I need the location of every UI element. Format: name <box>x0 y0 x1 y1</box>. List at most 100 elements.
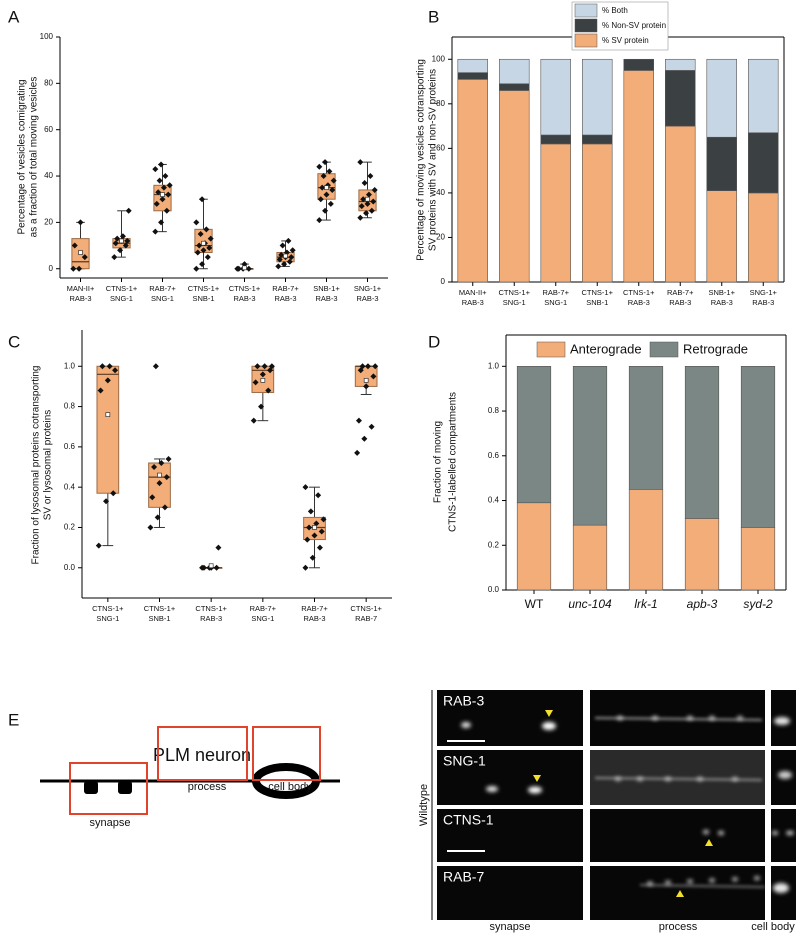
data-point <box>154 514 161 521</box>
micrograph <box>437 866 583 920</box>
fluorescent-spot <box>617 716 623 720</box>
micrograph <box>437 690 583 746</box>
data-point <box>304 536 311 543</box>
data-point <box>367 173 374 180</box>
legend-swatch <box>574 18 598 33</box>
data-point <box>261 363 268 370</box>
data-point <box>259 371 266 378</box>
x-tick-label: RAB-3 <box>274 294 296 303</box>
data-point <box>316 544 323 551</box>
bar-segment <box>740 527 776 591</box>
bar-segment <box>665 58 696 71</box>
bar-segment <box>623 70 654 283</box>
bar-segment <box>572 524 608 591</box>
data-point <box>322 159 329 166</box>
mean <box>78 250 83 255</box>
data-point <box>215 544 222 551</box>
data-point <box>166 182 173 189</box>
x-tick-label: SNB-1 <box>148 614 170 623</box>
data-point <box>153 200 160 207</box>
fluorescent-spot <box>687 879 693 884</box>
synapse-bouton <box>118 781 132 794</box>
data-point <box>76 265 83 272</box>
data-point <box>193 265 200 272</box>
data-point <box>278 251 285 258</box>
data-point <box>357 214 364 221</box>
data-point <box>155 189 162 196</box>
diagram-title: PLM neuron <box>153 745 251 765</box>
bar-segment <box>628 489 664 591</box>
data-point <box>371 186 378 193</box>
data-point <box>320 173 327 180</box>
bar-segment <box>706 190 737 283</box>
legend-label: % Both <box>602 6 628 15</box>
x-tick-label: MAN-II+ <box>459 288 487 297</box>
panel-label: D <box>428 332 440 351</box>
bar-segment <box>748 192 779 283</box>
mean <box>260 378 266 383</box>
mean <box>363 378 369 383</box>
x-tick-label: RAB-7+ <box>272 284 299 293</box>
data-point <box>329 186 336 193</box>
fluorescent-spot <box>687 716 693 720</box>
data-point <box>317 196 324 203</box>
bar-segment <box>684 366 720 519</box>
x-tick-label: CTNS-1+ <box>106 284 138 293</box>
bar-segment <box>628 366 664 490</box>
data-point <box>370 198 377 205</box>
x-tick-label: SNG-1+ <box>750 288 778 297</box>
data-point <box>326 168 333 175</box>
data-point <box>320 516 327 523</box>
fluorescent-spot <box>665 880 671 885</box>
bar-segment <box>740 366 776 528</box>
x-tick-label: RAB-7+ <box>149 284 176 293</box>
bar-segment <box>684 518 720 591</box>
x-tick-label: CTNS-1+ <box>499 288 531 297</box>
y-tick-label: 0.4 <box>64 482 76 491</box>
data-point <box>313 520 320 527</box>
micrograph <box>590 866 765 920</box>
fluorescent-spot <box>718 831 724 835</box>
fluorescent-spot <box>703 830 709 834</box>
fluorescent-spot <box>647 881 653 886</box>
data-point <box>158 459 165 466</box>
data-point <box>110 490 117 497</box>
row-label: SNG-1 <box>443 753 486 769</box>
bar-segment <box>582 134 613 145</box>
data-point <box>71 242 78 249</box>
y-axis-label: SV or lysosomal proteins <box>43 410 54 521</box>
data-point <box>286 258 293 265</box>
data-point <box>319 184 326 191</box>
fluorescent-spot <box>486 786 498 792</box>
y-tick-label: 0 <box>49 264 54 273</box>
x-tick-label: RAB-3 <box>628 298 650 307</box>
bar-segment <box>582 143 613 283</box>
y-tick-label: 80 <box>44 78 53 87</box>
x-tick-label: RAB-7+ <box>250 604 277 613</box>
column-label: synapse <box>490 921 531 933</box>
data-point <box>161 504 168 511</box>
data-point <box>200 247 207 254</box>
legend-label: % SV protein <box>602 36 649 45</box>
mean <box>365 196 370 202</box>
data-point <box>70 265 77 272</box>
fluorescent-spot <box>774 717 790 725</box>
data-point <box>199 261 206 268</box>
legend-label: % Non-SV protein <box>602 21 666 30</box>
y-tick-label: 0.6 <box>64 442 76 451</box>
bar-segment <box>582 58 613 136</box>
x-tick-label: WT <box>525 597 544 611</box>
data-point <box>97 387 104 394</box>
bar-segment <box>748 58 779 134</box>
micrograph <box>437 809 583 862</box>
data-point <box>158 219 165 226</box>
bar-segment <box>540 58 571 136</box>
panel-label: A <box>8 7 20 26</box>
data-point <box>357 159 364 166</box>
micrograph <box>590 809 765 862</box>
data-point <box>288 254 295 261</box>
data-point <box>327 200 334 207</box>
x-tick-label: RAB-3 <box>462 298 484 307</box>
arrowhead <box>545 710 553 717</box>
